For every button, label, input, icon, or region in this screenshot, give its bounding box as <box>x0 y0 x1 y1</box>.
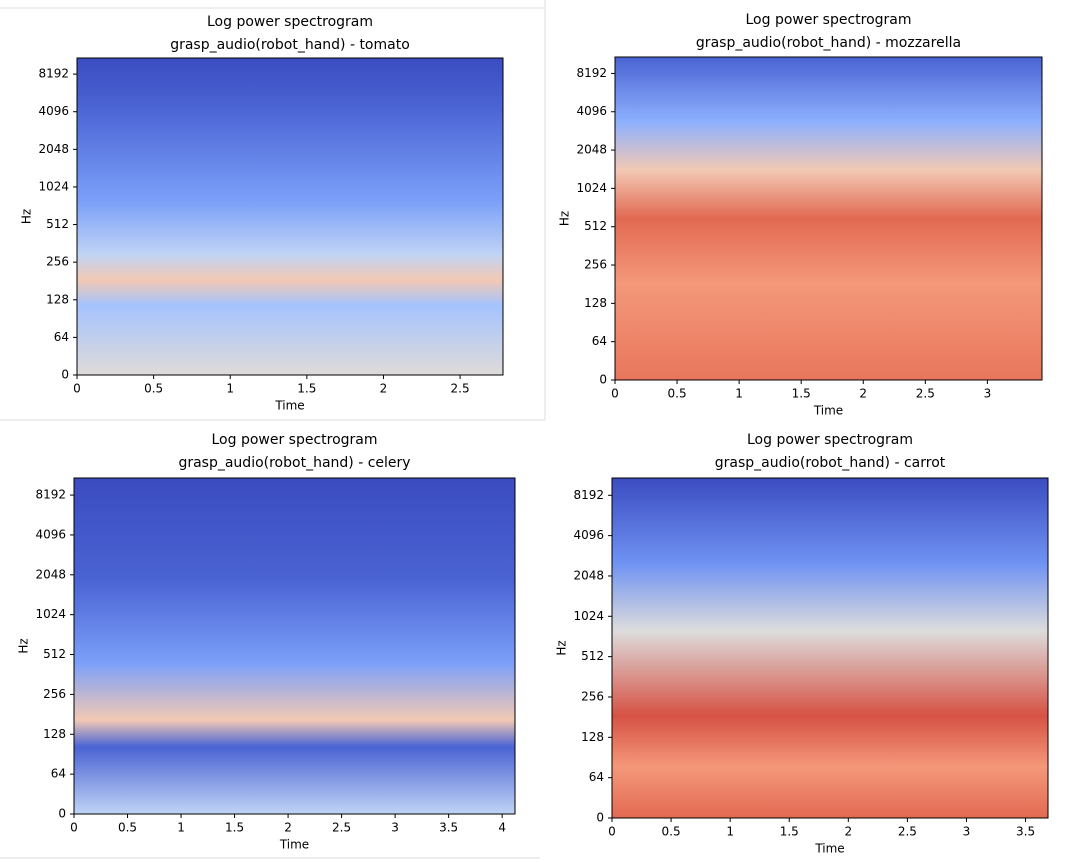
x-tick-label: 3.5 <box>439 821 458 835</box>
spectrogram-image <box>74 478 515 814</box>
x-tick-label: 2.5 <box>898 825 917 839</box>
x-tick-label: 2.5 <box>916 387 935 401</box>
y-axis-label: Hz <box>555 640 569 655</box>
x-tick-label: 0 <box>608 825 616 839</box>
chart-subtitle: grasp_audio(robot_hand) - tomato <box>170 37 410 53</box>
x-tick-label: 0 <box>73 382 81 396</box>
x-axis-label: Time <box>813 404 843 418</box>
y-tick-label: 64 <box>51 767 66 781</box>
x-tick-label: 1.5 <box>780 825 799 839</box>
plot-frame <box>611 477 1049 819</box>
y-tick-label: 128 <box>581 730 604 744</box>
y-tick-label: 64 <box>589 770 604 784</box>
y-tick-label: 64 <box>54 330 69 344</box>
y-tick-label: 64 <box>592 334 607 348</box>
x-tick-label: 1 <box>226 382 234 396</box>
y-tick-label: 4096 <box>38 104 69 118</box>
y-tick-label: 0 <box>599 373 607 387</box>
y-tick-label: 2048 <box>573 568 604 582</box>
chart-title: Log power spectrogram <box>745 12 911 28</box>
x-axis-label: Time <box>279 838 309 852</box>
x-tick-label: 2 <box>859 387 867 401</box>
spectrogram-image <box>612 478 1048 818</box>
y-tick-label: 8192 <box>38 67 69 81</box>
y-tick-label: 256 <box>584 258 607 272</box>
x-tick-label: 3.5 <box>1016 825 1035 839</box>
x-tick-label: 1.5 <box>225 821 244 835</box>
y-tick-label: 256 <box>581 689 604 703</box>
y-axis-label: Hz <box>17 638 31 653</box>
y-tick-label: 8192 <box>573 488 604 502</box>
chart-subtitle: grasp_audio(robot_hand) - mozzarella <box>696 35 961 51</box>
y-tick-label: 128 <box>43 727 66 741</box>
y-tick-label: 512 <box>581 649 604 663</box>
x-tick-label: 0.5 <box>662 825 681 839</box>
y-tick-label: 512 <box>43 647 66 661</box>
y-axis-label: Hz <box>558 211 572 226</box>
x-tick-label: 0.5 <box>668 387 687 401</box>
y-tick-label: 512 <box>46 217 69 231</box>
y-tick-label: 0 <box>61 368 69 382</box>
x-tick-label: 2.5 <box>332 821 351 835</box>
y-tick-label: 4096 <box>35 527 66 541</box>
chart-title: Log power spectrogram <box>211 432 377 448</box>
x-tick-label: 2 <box>380 382 388 396</box>
x-tick-label: 2 <box>844 825 852 839</box>
y-axis-label: Hz <box>20 209 34 224</box>
chart-title: Log power spectrogram <box>747 432 913 448</box>
y-tick-label: 8192 <box>576 66 607 80</box>
chart-subtitle: grasp_audio(robot_hand) - carrot <box>715 455 946 471</box>
y-tick-label: 1024 <box>35 607 66 621</box>
y-tick-label: 512 <box>584 219 607 233</box>
x-tick-label: 3 <box>391 821 399 835</box>
y-tick-label: 1024 <box>38 179 69 193</box>
y-tick-label: 4096 <box>576 104 607 118</box>
x-tick-label: 1 <box>177 821 185 835</box>
x-tick-label: 0 <box>611 387 619 401</box>
x-tick-label: 3 <box>984 387 992 401</box>
x-tick-label: 4 <box>498 821 506 835</box>
y-tick-label: 1024 <box>576 181 607 195</box>
x-axis-label: Time <box>814 842 844 856</box>
x-tick-label: 0.5 <box>118 821 137 835</box>
chart-subtitle: grasp_audio(robot_hand) - celery <box>178 455 410 471</box>
y-tick-label: 4096 <box>573 528 604 542</box>
x-tick-label: 1.5 <box>792 387 811 401</box>
y-tick-label: 0 <box>596 811 604 825</box>
x-tick-label: 0.5 <box>144 382 163 396</box>
screenshot-border <box>0 0 546 421</box>
y-tick-label: 8192 <box>35 488 66 502</box>
y-tick-label: 256 <box>46 255 69 269</box>
plot-frame <box>76 57 504 376</box>
plot-frame <box>614 56 1043 381</box>
plot-frame <box>73 477 516 815</box>
x-axis-label: Time <box>274 399 304 413</box>
x-tick-label: 1 <box>726 825 734 839</box>
x-tick-label: 1.5 <box>297 382 316 396</box>
y-tick-label: 128 <box>46 292 69 306</box>
y-tick-label: 2048 <box>576 143 607 157</box>
y-tick-label: 2048 <box>38 142 69 156</box>
x-tick-label: 2.5 <box>451 382 470 396</box>
chart-title: Log power spectrogram <box>207 14 373 30</box>
x-tick-label: 3 <box>963 825 971 839</box>
y-tick-label: 2048 <box>35 567 66 581</box>
x-tick-label: 2 <box>284 821 292 835</box>
y-tick-label: 256 <box>43 687 66 701</box>
y-tick-label: 128 <box>584 296 607 310</box>
y-tick-label: 0 <box>58 807 66 821</box>
x-tick-label: 1 <box>735 387 743 401</box>
spectrogram-image <box>77 58 503 375</box>
y-tick-label: 1024 <box>573 609 604 623</box>
spectrogram-image <box>615 57 1042 380</box>
x-tick-label: 0 <box>70 821 78 835</box>
